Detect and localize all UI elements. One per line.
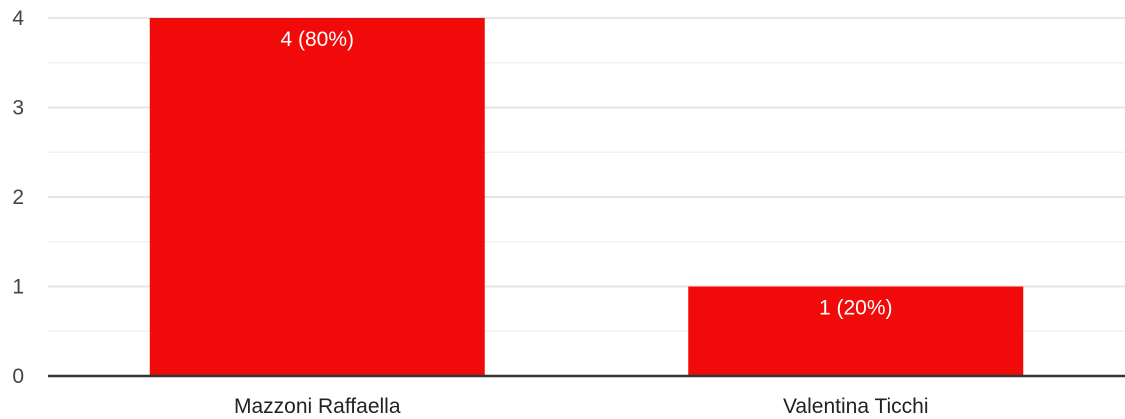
bar-data-label: 4 (80%) <box>280 28 354 51</box>
y-tick-label: 1 <box>12 276 24 299</box>
y-tick-label: 0 <box>12 365 24 388</box>
bars-layer <box>149 18 1024 377</box>
y-tick-label: 3 <box>12 97 24 120</box>
x-category-label: Valentina Ticchi <box>783 395 929 418</box>
bar[interactable] <box>149 18 485 376</box>
bar-data-label: 1 (20%) <box>819 297 893 320</box>
bar[interactable] <box>688 286 1024 377</box>
y-tick-label: 2 <box>12 186 24 209</box>
labels-layer: 0 1 2 3 4 4 (80%) Mazzoni Raffaella 1 (20%) Vale… <box>12 7 928 418</box>
x-category-label: Mazzoni Raffaella <box>234 395 401 418</box>
y-tick-label: 4 <box>12 7 24 30</box>
